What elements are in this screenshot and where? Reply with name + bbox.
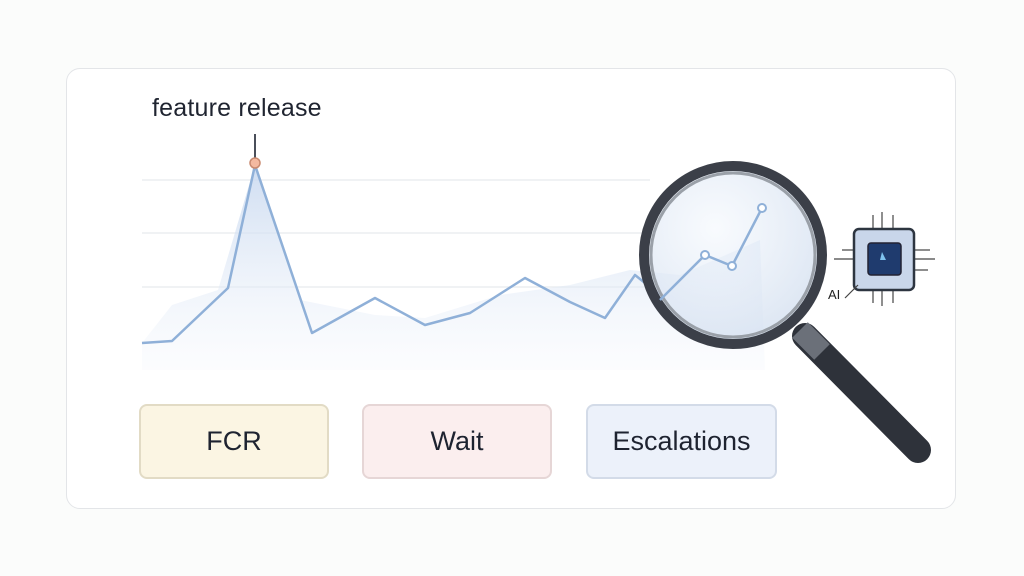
metric-escalations[interactable]: Escalations — [586, 404, 777, 479]
chip-label: AI — [828, 287, 841, 302]
magnifier-icon — [639, 161, 931, 463]
metric-label: Escalations — [612, 426, 751, 456]
annotation-marker — [249, 157, 261, 169]
ai-chip-icon — [834, 212, 935, 306]
gridlines — [142, 179, 650, 288]
trend-area — [142, 165, 765, 370]
metric-wait[interactable]: Wait — [362, 404, 552, 479]
annotation-label: feature release — [152, 94, 322, 122]
metric-label: FCR — [206, 426, 262, 456]
metric-fcr[interactable]: FCR — [139, 404, 329, 479]
metric-label: Wait — [430, 426, 484, 456]
trend-line — [141, 163, 661, 345]
